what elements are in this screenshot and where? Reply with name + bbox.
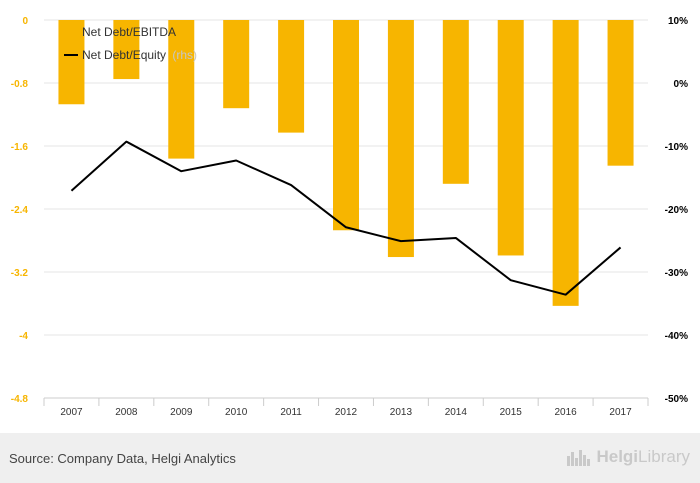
x-tick-label: 2016 xyxy=(555,407,578,418)
brand-name: HelgiLibrary xyxy=(596,447,690,467)
x-tick-label: 2011 xyxy=(280,407,302,418)
brand-suffix: Library xyxy=(638,447,690,466)
right-tick-label: -20% xyxy=(665,205,688,216)
brand-prefix: Helgi xyxy=(596,447,639,466)
right-tick-label: 10% xyxy=(668,16,688,27)
bar xyxy=(387,20,414,258)
line-series xyxy=(70,140,622,296)
x-tick-label: 2009 xyxy=(170,407,193,418)
x-tick-label: 2015 xyxy=(500,407,523,418)
city-skyline-icon xyxy=(567,450,591,466)
bar xyxy=(442,20,469,184)
left-tick-label: -4 xyxy=(19,331,28,342)
bar xyxy=(278,20,305,133)
bars xyxy=(58,20,634,306)
legend-label-line: Net Debt/Equity (rhs) xyxy=(82,48,197,62)
left-axis-ticks: 0 -0.8 -1.6 -2.4 -3.2 -4 -4.8 xyxy=(11,16,29,405)
x-axis: 2007 2008 2009 2010 2011 2012 2013 2014 2015 2016… xyxy=(43,397,649,418)
footer: Source: Company Data, Helgi Analytics He… xyxy=(0,433,700,483)
source-note: Source: Company Data, Helgi Analytics xyxy=(9,451,236,466)
left-tick-label: -2.4 xyxy=(11,205,29,216)
bar xyxy=(113,20,140,80)
bar xyxy=(168,20,195,159)
legend-swatch-bar xyxy=(68,28,76,36)
right-tick-label: -10% xyxy=(665,142,688,153)
x-tick-label: 2013 xyxy=(390,407,413,418)
right-tick-label: -30% xyxy=(665,268,688,279)
left-tick-label: -3.2 xyxy=(11,268,29,279)
x-tick-label: 2014 xyxy=(445,407,468,418)
chart: 2007 2008 2009 2010 2011 2012 2013 2014 2015 2016… xyxy=(11,16,688,418)
legend: Net Debt/EBITDA Net Debt/Equity (rhs) xyxy=(64,25,197,62)
legend-label-line-name: Net Debt/Equity xyxy=(82,48,166,62)
x-tick-label: 2008 xyxy=(115,407,138,418)
x-tick-label: 2010 xyxy=(225,407,248,418)
x-tick-label: 2017 xyxy=(609,407,632,418)
legend-label-bar: Net Debt/EBITDA xyxy=(82,25,176,39)
x-tick-label: 2007 xyxy=(60,407,83,418)
bar xyxy=(333,20,359,231)
brand-logo[interactable]: HelgiLibrary xyxy=(566,447,690,467)
x-tick-label: 2012 xyxy=(335,407,358,418)
right-tick-label: -50% xyxy=(665,394,688,405)
left-tick-label: 0 xyxy=(22,16,28,27)
left-tick-label: -4.8 xyxy=(11,394,29,405)
right-tick-label: -40% xyxy=(665,331,688,342)
left-tick-label: -1.6 xyxy=(11,142,29,153)
bar xyxy=(607,20,634,166)
legend-label-line-suffix: (rhs) xyxy=(172,48,197,62)
bar xyxy=(552,20,579,306)
bar xyxy=(223,20,250,109)
bar xyxy=(497,20,524,256)
series-line xyxy=(70,140,622,296)
left-tick-label: -0.8 xyxy=(11,79,29,90)
right-axis-ticks: 10% 0% -10% -20% -30% -40% -50% xyxy=(665,16,688,405)
right-tick-label: 0% xyxy=(674,79,689,90)
